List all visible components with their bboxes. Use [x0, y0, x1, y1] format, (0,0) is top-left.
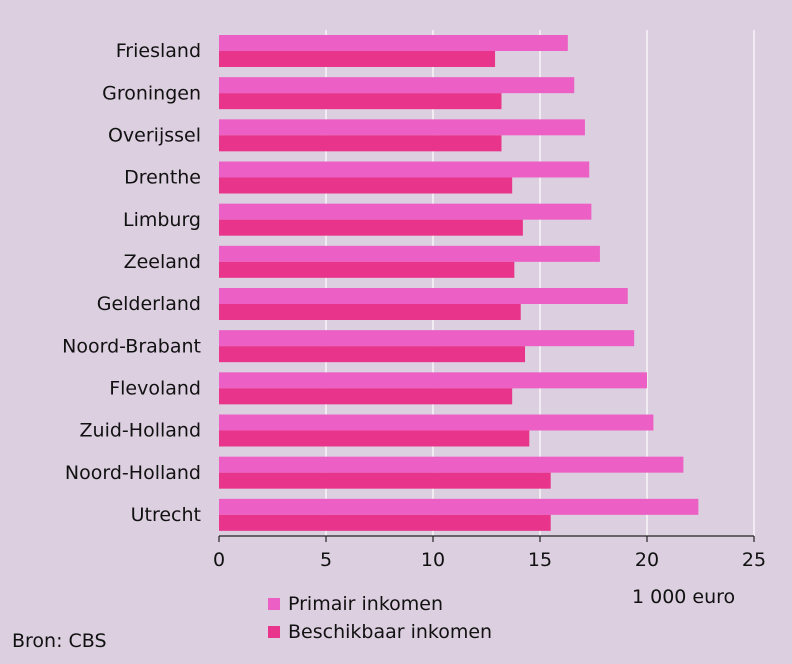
- bar-beschikbaar: [219, 514, 551, 531]
- bar-primair: [219, 203, 592, 220]
- category-label: Zeeland: [124, 251, 201, 273]
- bar-beschikbaar: [219, 304, 521, 320]
- category-label: Utrecht: [131, 504, 201, 526]
- bar-primair: [219, 330, 635, 347]
- category-label: Flevoland: [109, 377, 201, 399]
- bar-primair: [219, 119, 585, 136]
- category-label: Overijssel: [108, 124, 201, 146]
- legend-swatch-beschikbaar: [268, 626, 280, 638]
- bar-beschikbaar: [219, 177, 513, 194]
- x-tick-label: 15: [528, 549, 552, 571]
- gridlines: [325, 30, 755, 536]
- category-label: Groningen: [102, 82, 201, 104]
- legend-swatch-primair: [268, 598, 280, 610]
- bar-beschikbaar: [219, 51, 496, 67]
- bar-primair: [219, 414, 654, 431]
- bars: [219, 35, 699, 531]
- category-label: Gelderland: [97, 293, 201, 315]
- x-tick-label: 5: [320, 549, 332, 571]
- bar-beschikbaar: [219, 472, 551, 489]
- category-label: Zuid-Holland: [80, 420, 201, 442]
- category-label: Noord-Holland: [65, 462, 201, 484]
- bar-primair: [219, 372, 647, 389]
- bar-beschikbaar: [219, 346, 526, 363]
- category-label: Limburg: [123, 209, 201, 231]
- bar-beschikbaar: [219, 430, 530, 447]
- bar-beschikbaar: [219, 93, 502, 110]
- bar-beschikbaar: [219, 219, 523, 236]
- source-label: Bron: CBS: [12, 630, 107, 652]
- bar-beschikbaar: [219, 135, 502, 152]
- category-label: Drenthe: [124, 167, 201, 189]
- legend: Primair inkomen Beschikbaar inkomen: [268, 590, 492, 646]
- x-tick-label: 10: [421, 549, 445, 571]
- x-axis-unit-label: 1 000 euro: [632, 586, 736, 608]
- legend-label-beschikbaar: Beschikbaar inkomen: [288, 621, 493, 643]
- category-label: Noord-Brabant: [62, 335, 201, 357]
- category-label: Friesland: [116, 40, 201, 62]
- category-labels: Friesland Groningen Overijssel Drenthe Limbu…: [62, 40, 201, 526]
- bar-primair: [219, 288, 628, 304]
- legend-item-primair: Primair inkomen: [268, 590, 492, 618]
- bar-primair: [219, 161, 590, 178]
- bar-beschikbaar: [219, 388, 513, 405]
- legend-item-beschikbaar: Beschikbaar inkomen: [268, 618, 492, 646]
- bar-primair: [219, 498, 699, 515]
- x-tick-label: 25: [742, 549, 766, 571]
- x-tick-label: 0: [213, 549, 225, 571]
- plot-background: [219, 30, 754, 536]
- bar-primair: [219, 35, 568, 51]
- bar-primair: [219, 245, 600, 262]
- legend-label-primair: Primair inkomen: [288, 593, 444, 615]
- x-tick-labels: 0 5 10 15 20 25: [213, 536, 766, 571]
- bar-beschikbaar: [219, 261, 515, 278]
- bar-primair: [219, 456, 684, 473]
- bar-primair: [219, 77, 575, 94]
- x-tick-label: 20: [635, 549, 659, 571]
